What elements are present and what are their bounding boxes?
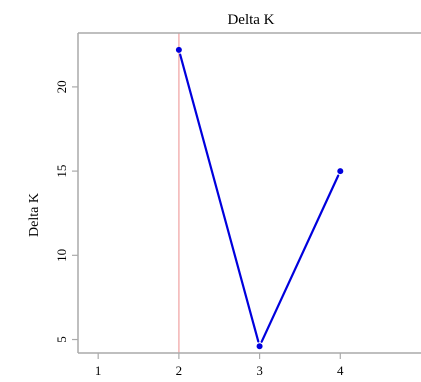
y-tick-label: 20 (54, 80, 69, 93)
x-tick-label: 1 (95, 363, 102, 378)
y-tick-label: 15 (54, 165, 69, 178)
x-tick-label: 2 (176, 363, 183, 378)
series-line-segment (260, 174, 340, 343)
y-tick-label: 10 (54, 249, 69, 262)
data-point (256, 343, 263, 350)
x-tick-label: 3 (256, 363, 263, 378)
x-tick-label: 4 (337, 363, 344, 378)
y-tick-label: 5 (54, 336, 69, 343)
series-line-segment (179, 53, 260, 343)
y-axis-label: Delta K (27, 193, 42, 237)
plot-area: 1 2 3 4 5 10 15 20 (54, 32, 421, 378)
chart-title: Delta K (227, 12, 274, 28)
data-point (175, 46, 182, 53)
data-point (337, 168, 344, 175)
